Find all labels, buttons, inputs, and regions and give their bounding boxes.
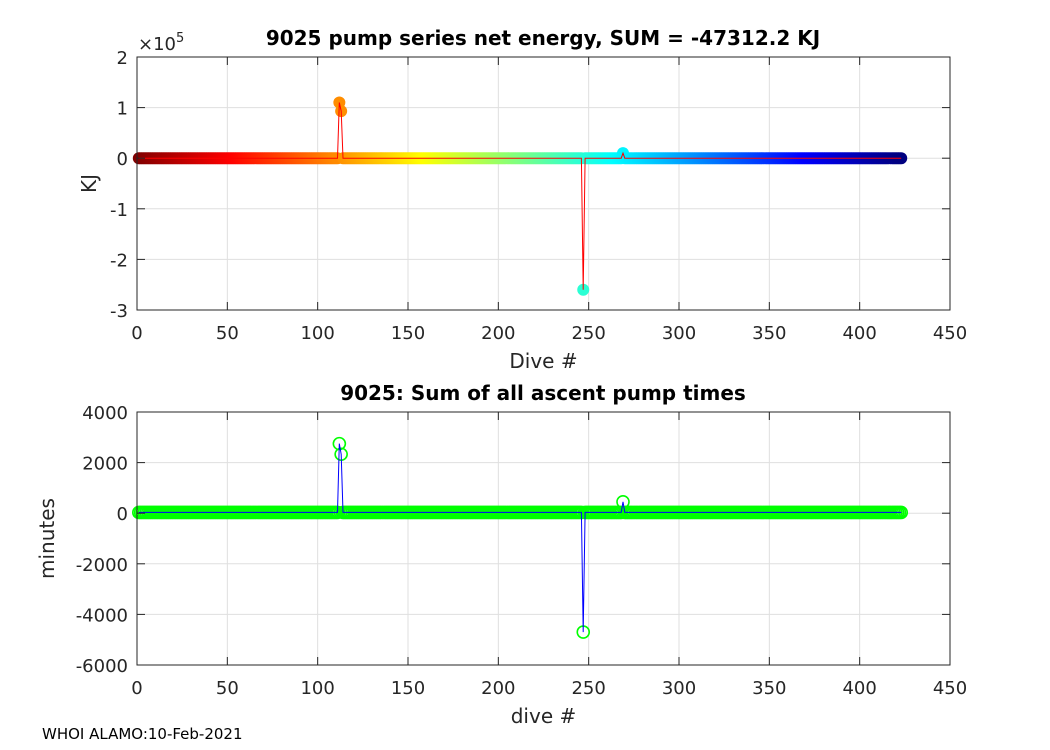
footer-text: WHOI ALAMO:10-Feb-2021 [42, 725, 243, 743]
plot-area [137, 57, 950, 310]
x-tick-label: 350 [752, 323, 786, 344]
axes-box [136, 411, 951, 666]
x-tick-label: 0 [131, 323, 142, 344]
x-tick-label: 50 [216, 678, 239, 699]
x-axis-label: Dive # [509, 349, 577, 373]
y-tick-label: -3 [110, 301, 128, 322]
x-tick-label: 350 [752, 678, 786, 699]
chart-panel-1: 0 50 100 150 200 250 300 350 400 450 -3 -2 -1 0 1 2 Dive… [77, 26, 967, 373]
axes-box [136, 56, 951, 311]
x-tick-label: 150 [391, 323, 425, 344]
x-tick-label: 450 [933, 678, 967, 699]
y-tick-label: 2000 [82, 454, 128, 475]
y-tick-label: -1 [110, 200, 128, 221]
chart-panel-2: 0 50 100 150 200 250 300 350 400 450 -6000 -4000 -20… [35, 381, 967, 728]
y-axis-label: minutes [35, 498, 59, 579]
series-line [138, 443, 902, 633]
x-tick-label: 450 [933, 323, 967, 344]
x-tick-label: 250 [571, 678, 605, 699]
chart-title: 9025 pump series net energy, SUM = -4731… [266, 26, 820, 50]
x-tick-label: 250 [571, 323, 605, 344]
y-exponent-power: 5 [176, 31, 184, 46]
x-axis-label: dive # [511, 704, 577, 728]
x-tick-label: 400 [842, 678, 876, 699]
x-tick-label: 300 [662, 323, 696, 344]
x-tick-label: 400 [842, 323, 876, 344]
x-tick-label: 150 [391, 678, 425, 699]
x-tick-label: 50 [216, 323, 239, 344]
plot-area [137, 412, 950, 665]
y-tick-label: 4000 [82, 403, 128, 424]
series-line [138, 102, 902, 290]
y-tick-label: -6000 [76, 656, 128, 677]
x-tick-label: 200 [481, 678, 515, 699]
x-tick-label: 0 [131, 678, 142, 699]
y-tick-label: 1 [117, 99, 128, 120]
y-exponent-label: ×105 [138, 31, 184, 55]
y-tick-label: -4000 [76, 605, 128, 626]
x-tick-label: 100 [300, 323, 334, 344]
chart-title: 9025: Sum of all ascent pump times [340, 381, 746, 405]
y-tick-label: 0 [117, 149, 128, 170]
y-tick-label: -2000 [76, 555, 128, 576]
x-tick-label: 300 [662, 678, 696, 699]
x-tick-label: 100 [300, 678, 334, 699]
x-tick-label: 200 [481, 323, 515, 344]
y-tick-label: 2 [117, 48, 128, 69]
y-tick-label: -2 [110, 250, 128, 271]
data-point [895, 152, 908, 165]
y-tick-label: 0 [117, 504, 128, 525]
y-axis-label: KJ [77, 174, 101, 193]
